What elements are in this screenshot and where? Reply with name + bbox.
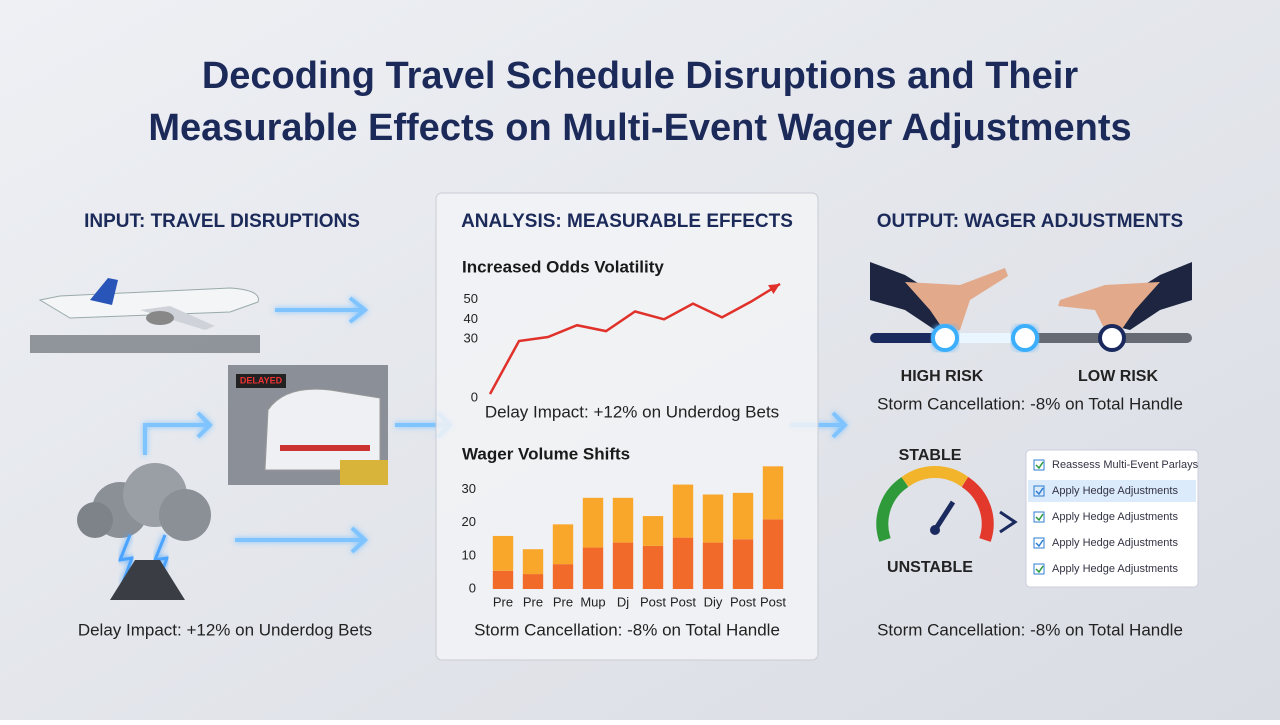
- bar-segment: [522, 574, 544, 589]
- column-heading: OUTPUT: WAGER ADJUSTMENTS: [877, 211, 1183, 232]
- bar-segment: [552, 524, 574, 565]
- risk-slider: [870, 324, 1192, 352]
- checkbox: [1033, 459, 1045, 471]
- checkmark: [1035, 461, 1044, 470]
- bar-segment: [762, 519, 784, 589]
- bar-segment: [522, 549, 544, 575]
- x-tick-label: Post: [730, 594, 756, 609]
- column-heading: INPUT: TRAVEL DISRUPTIONS: [84, 211, 360, 232]
- bar-segment: [612, 542, 634, 589]
- checklist-item: Reassess Multi-Event Parlays: [1052, 459, 1199, 471]
- caption: Storm Cancellation: -8% on Total Handle: [877, 394, 1183, 413]
- line-series: [488, 282, 781, 395]
- bar-segment: [552, 564, 574, 589]
- x-tick-label: Pre: [553, 594, 573, 609]
- x-tick-label: Diy: [704, 594, 723, 609]
- risk-label: HIGH RISK: [901, 368, 984, 385]
- checkbox: [1033, 485, 1045, 497]
- gauge-label: STABLE: [899, 447, 962, 464]
- x-tick-label: Mup: [580, 594, 605, 609]
- x-tick-label: Pre: [523, 594, 543, 609]
- x-tick-label: Post: [670, 594, 696, 609]
- gauge: [876, 466, 1018, 542]
- bar-segment: [702, 542, 724, 589]
- caption: Delay Impact: +12% on Underdog Bets: [78, 620, 372, 639]
- chart-title: Increased Odds Volatility: [462, 257, 664, 276]
- checkmark: [1035, 539, 1044, 548]
- y-tick-label: 0: [471, 389, 478, 404]
- plane-illustration: [30, 278, 260, 353]
- y-tick-label: 40: [464, 311, 478, 326]
- bar-segment: [492, 570, 514, 589]
- title-line: Measurable Effects on Multi-Event Wager …: [148, 107, 1131, 149]
- bar-segment: [642, 545, 664, 589]
- title-line: Decoding Travel Schedule Disruptions and…: [202, 55, 1078, 97]
- bar-segment: [762, 466, 784, 520]
- y-tick-label: 20: [462, 514, 476, 529]
- checkmark: [1035, 513, 1044, 522]
- bar-segment: [672, 537, 694, 589]
- bar-segment: [582, 497, 604, 548]
- chart-caption: Storm Cancellation: -8% on Total Handle: [474, 620, 780, 639]
- bar-segment: [732, 539, 754, 589]
- y-tick-label: 50: [464, 291, 478, 306]
- y-tick-label: 10: [462, 547, 476, 562]
- checkbox: [1033, 537, 1045, 549]
- checkbox: [1033, 563, 1045, 575]
- delay-sign: DELAYED: [240, 375, 283, 385]
- checklist-item: Apply Hedge Adjustments: [1052, 537, 1178, 549]
- bar-segment: [492, 535, 514, 571]
- y-tick-label: 30: [464, 330, 478, 345]
- bar-segment: [672, 484, 694, 538]
- row-highlight: [1028, 480, 1196, 502]
- chart-caption: Delay Impact: +12% on Underdog Bets: [485, 402, 779, 421]
- bar-segment: [612, 497, 634, 543]
- x-tick-label: Pre: [493, 594, 513, 609]
- checklist-item: Apply Hedge Adjustments: [1052, 563, 1178, 575]
- gauge-label: UNSTABLE: [887, 559, 973, 576]
- checklist: Reassess Multi-Event Parlays Apply Hedge …: [1028, 459, 1199, 575]
- checkbox: [1033, 511, 1045, 523]
- caption: Storm Cancellation: -8% on Total Handle: [877, 620, 1183, 639]
- y-tick-label: 30: [462, 481, 476, 496]
- checkmark: [1035, 565, 1044, 574]
- train-illustration: DELAYED: [228, 365, 388, 485]
- x-tick-label: Post: [640, 594, 666, 609]
- bar-segment: [582, 547, 604, 589]
- risk-label: LOW RISK: [1078, 368, 1158, 385]
- x-tick-label: Post: [760, 594, 786, 609]
- bar-segment: [702, 494, 724, 543]
- checkmark: [1035, 487, 1044, 496]
- y-tick-label: 0: [469, 580, 476, 595]
- arrow-head: [768, 283, 780, 295]
- checklist-item: Apply Hedge Adjustments: [1052, 485, 1178, 497]
- bar-segment: [732, 492, 754, 540]
- chart-title: Wager Volume Shifts: [462, 444, 630, 463]
- x-tick-label: Dj: [617, 594, 629, 609]
- storm-illustration: [77, 463, 211, 600]
- checklist-item: Apply Hedge Adjustments: [1052, 511, 1178, 523]
- bar-segment: [642, 516, 664, 546]
- hands-illustration: [870, 262, 1192, 332]
- column-heading: ANALYSIS: MEASURABLE EFFECTS: [461, 211, 793, 232]
